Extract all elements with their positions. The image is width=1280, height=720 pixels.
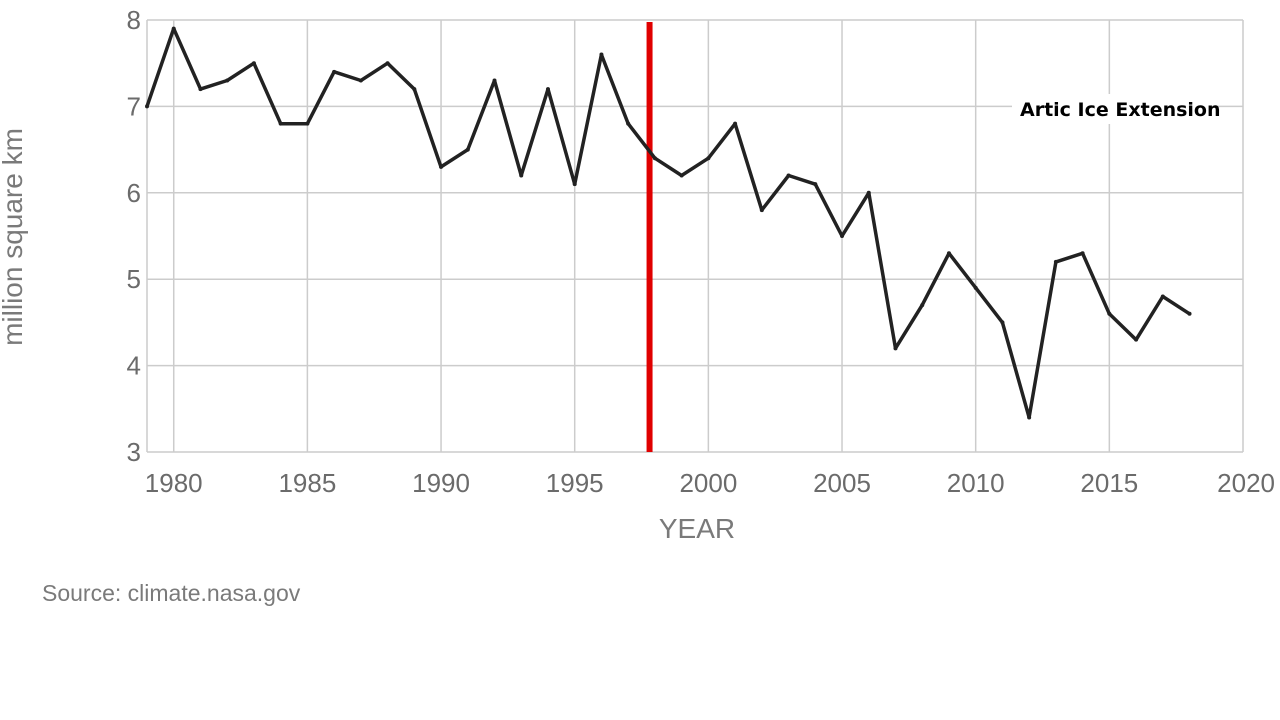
data-point [545,87,550,92]
annotation-label: Artic Ice Extension [1020,99,1221,121]
y-tick-label: 7 [127,91,141,121]
data-point [599,52,604,57]
source-note: Source: climate.nasa.gov [42,580,301,606]
data-point [519,173,524,178]
x-tick-labels: 1980 1985 1990 1995 2000 2005 2010 2015 2020 [145,468,1275,498]
data-point [251,61,256,66]
data-point [1000,320,1005,325]
x-tick-label: 1985 [278,468,336,498]
data-point [198,87,203,92]
data-point [305,121,310,126]
x-tick-label: 1990 [412,468,470,498]
data-point [813,182,818,187]
data-point [439,164,444,169]
data-point [946,251,951,256]
series-line [145,26,1191,420]
y-tick-label: 6 [127,178,141,208]
data-point [385,61,390,66]
x-tick-label: 2005 [813,468,871,498]
data-point [145,104,149,109]
x-tick-label: 2000 [679,468,737,498]
x-tick-label: 2015 [1080,468,1138,498]
data-point [626,121,631,126]
data-point [733,121,738,126]
data-point [492,78,497,83]
data-point [759,208,764,213]
data-point [278,121,283,126]
data-point [973,285,978,290]
y-tick-label: 5 [127,264,141,294]
data-point [465,147,470,152]
data-point [786,173,791,178]
data-point [1160,294,1165,299]
data-point [358,78,363,83]
data-point [225,78,230,83]
data-point [412,87,417,92]
x-tick-label: 1980 [145,468,203,498]
data-points [145,26,1192,420]
data-point [332,69,337,74]
y-tick-label: 3 [127,437,141,467]
data-point [1027,415,1032,420]
data-point [920,303,925,308]
data-point [840,234,845,238]
data-point [866,190,871,195]
data-point [1107,311,1112,316]
data-point [1187,311,1192,316]
grid [146,19,1244,453]
y-tick-label: 8 [127,5,141,35]
x-tick-label: 2020 [1217,468,1275,498]
data-point [679,173,684,178]
data-point [1053,259,1058,264]
y-axis-title: million square km [0,128,28,346]
data-point [706,156,711,161]
x-axis-title: YEAR [659,513,735,544]
y-tick-labels: 3 4 5 6 7 8 [127,5,141,467]
data-point [652,156,657,161]
x-tick-label: 2010 [947,468,1005,498]
data-point [1134,337,1139,342]
x-tick-label: 1995 [546,468,604,498]
data-point [893,346,898,351]
y-tick-label: 4 [127,351,141,381]
annotation-background [1012,94,1212,124]
data-point [1080,251,1085,256]
data-point [171,26,176,31]
data-point [572,182,577,187]
